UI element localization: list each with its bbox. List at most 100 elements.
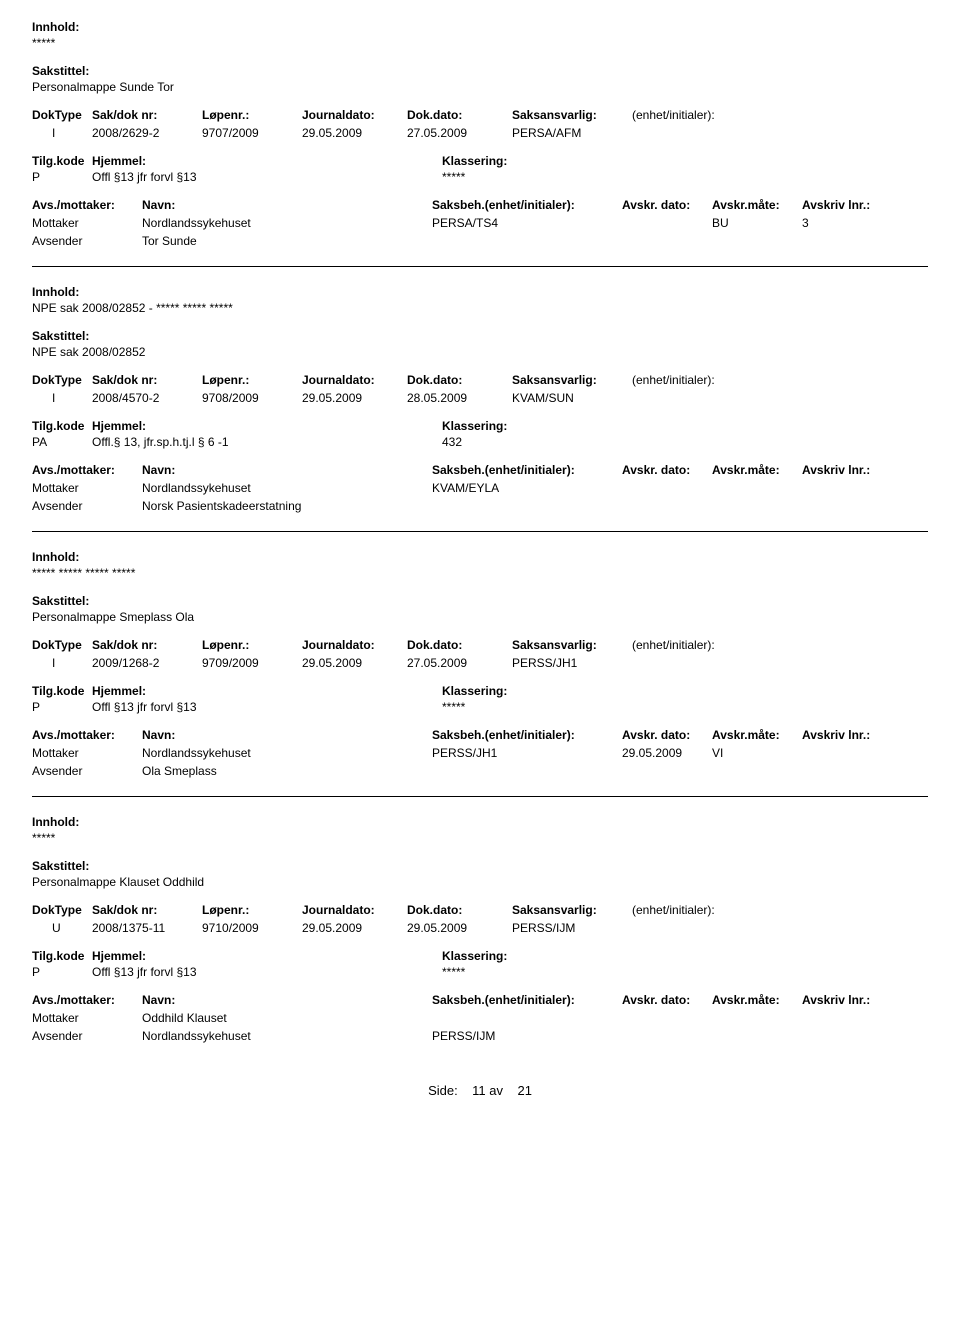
avs-header-row: Avs./mottaker: Navn: Saksbeh.(enhet/init… bbox=[32, 463, 928, 477]
avskrmate-label: Avskr.måte: bbox=[712, 728, 802, 742]
party-saksbeh bbox=[432, 764, 622, 778]
journal-record: Innhold:***** ***** ***** *****Sakstitte… bbox=[32, 531, 928, 778]
doktype-value: I bbox=[32, 126, 92, 140]
av-label: av bbox=[489, 1083, 503, 1098]
journaldato-label: Journaldato: bbox=[302, 373, 407, 387]
lopenr-label: Løpenr.: bbox=[202, 903, 302, 917]
sakdok-value: 2009/1268-2 bbox=[92, 656, 202, 670]
party-saksbeh bbox=[432, 234, 622, 248]
party-avskrmate bbox=[712, 1011, 802, 1025]
journaldato-label: Journaldato: bbox=[302, 638, 407, 652]
sakstittel-value: Personalmappe Smeplass Ola bbox=[32, 610, 928, 624]
party-role: Avsender bbox=[32, 1029, 142, 1043]
doc-header-row: DokType Sak/dok nr: Løpenr.: Journaldato… bbox=[32, 638, 928, 654]
page-footer: Side: 11 av 21 bbox=[32, 1083, 928, 1098]
party-role: Mottaker bbox=[32, 1011, 142, 1025]
doc-header-row: DokType Sak/dok nr: Løpenr.: Journaldato… bbox=[32, 108, 928, 124]
innhold-value: NPE sak 2008/02852 - ***** ***** ***** bbox=[32, 301, 928, 315]
party-role: Avsender bbox=[32, 499, 142, 513]
innhold-value: ***** ***** ***** ***** bbox=[32, 566, 928, 580]
party-avskrivlnr: 3 bbox=[802, 216, 809, 230]
doc-header-row: DokType Sak/dok nr: Løpenr.: Journaldato… bbox=[32, 373, 928, 389]
records-container: Innhold: ***** Sakstittel: Personalmappe Su… bbox=[32, 20, 928, 1043]
navn-label: Navn: bbox=[142, 728, 432, 742]
party-row: Mottaker Nordlandssykehuset PERSS/JH1 29… bbox=[32, 746, 928, 760]
hjemmel-label: Hjemmel: bbox=[92, 949, 442, 963]
party-row: Mottaker Nordlandssykehuset PERSA/TS4 BU… bbox=[32, 216, 928, 230]
avsmottaker-label: Avs./mottaker: bbox=[32, 728, 142, 742]
party-name: Nordlandssykehuset bbox=[142, 746, 432, 760]
saksbeh-label: Saksbeh.(enhet/initialer): bbox=[432, 993, 622, 1007]
dokdato-label: Dok.dato: bbox=[407, 373, 512, 387]
lopenr-value: 9707/2009 bbox=[202, 126, 302, 140]
dokdato-label: Dok.dato: bbox=[407, 108, 512, 122]
party-saksbeh: KVAM/EYLA bbox=[432, 481, 622, 495]
lopenr-label: Løpenr.: bbox=[202, 108, 302, 122]
dokdato-value: 29.05.2009 bbox=[407, 921, 512, 935]
party-name: Norsk Pasientskadeerstatning bbox=[142, 499, 432, 513]
klassering-value: ***** bbox=[442, 965, 465, 979]
sakstittel-label: Sakstittel: bbox=[32, 64, 928, 78]
hjemmel-value: Offl §13 jfr forvl §13 bbox=[92, 965, 442, 979]
avskrdato-label: Avskr. dato: bbox=[622, 463, 712, 477]
sakdok-label: Sak/dok nr: bbox=[92, 373, 202, 387]
avskrmate-label: Avskr.måte: bbox=[712, 463, 802, 477]
sakstittel-value: Personalmappe Sunde Tor bbox=[32, 80, 928, 94]
party-avskrmate: BU bbox=[712, 216, 802, 230]
party-saksbeh bbox=[432, 1011, 622, 1025]
doktype-label: DokType bbox=[32, 108, 92, 122]
party-row: Mottaker Nordlandssykehuset KVAM/EYLA bbox=[32, 481, 928, 495]
sakstittel-label: Sakstittel: bbox=[32, 859, 928, 873]
doktype-value: I bbox=[32, 656, 92, 670]
lopenr-value: 9708/2009 bbox=[202, 391, 302, 405]
party-avskrmate: VI bbox=[712, 746, 802, 760]
avs-header-row: Avs./mottaker: Navn: Saksbeh.(enhet/init… bbox=[32, 198, 928, 212]
sakstittel-value: NPE sak 2008/02852 bbox=[32, 345, 928, 359]
journaldato-value: 29.05.2009 bbox=[302, 656, 407, 670]
klassering-label: Klassering: bbox=[442, 419, 507, 433]
party-role: Avsender bbox=[32, 234, 142, 248]
sakdok-value: 2008/1375-11 bbox=[92, 921, 202, 935]
tilgcode-value: PA bbox=[32, 435, 92, 449]
party-name: Ola Smeplass bbox=[142, 764, 432, 778]
party-role: Mottaker bbox=[32, 216, 142, 230]
sakstittel-label: Sakstittel: bbox=[32, 329, 928, 343]
avskrdato-label: Avskr. dato: bbox=[622, 198, 712, 212]
avskrivlnr-label: Avskriv lnr.: bbox=[802, 993, 870, 1007]
avs-header-row: Avs./mottaker: Navn: Saksbeh.(enhet/init… bbox=[32, 728, 928, 742]
enhet-label: (enhet/initialer): bbox=[632, 903, 782, 919]
saksansvarlig-value: PERSS/IJM bbox=[512, 921, 632, 935]
tilgkode-label: Tilg.kode bbox=[32, 419, 92, 433]
party-avskrdato bbox=[622, 499, 712, 513]
saksbeh-label: Saksbeh.(enhet/initialer): bbox=[432, 198, 622, 212]
avskrivlnr-label: Avskriv lnr.: bbox=[802, 198, 870, 212]
saksansvarlig-label: Saksansvarlig: bbox=[512, 638, 632, 652]
party-row: Avsender Ola Smeplass bbox=[32, 764, 928, 778]
hjemmel-label: Hjemmel: bbox=[92, 419, 442, 433]
avsmottaker-label: Avs./mottaker: bbox=[32, 463, 142, 477]
hjemmel-value: Offl §13 jfr forvl §13 bbox=[92, 700, 442, 714]
party-avskrmate bbox=[712, 1029, 802, 1043]
side-label: Side: bbox=[428, 1083, 458, 1098]
journal-record: Innhold:*****Sakstittel:Personalmappe Kl… bbox=[32, 796, 928, 1043]
party-saksbeh: PERSA/TS4 bbox=[432, 216, 622, 230]
klassering-label: Klassering: bbox=[442, 684, 507, 698]
tilg-values-row: P Offl §13 jfr forvl §13 ***** bbox=[32, 700, 928, 714]
party-avskrmate bbox=[712, 234, 802, 248]
sakdok-label: Sak/dok nr: bbox=[92, 638, 202, 652]
dokdato-label: Dok.dato: bbox=[407, 638, 512, 652]
journal-record: Innhold:*****Sakstittel:Personalmappe Su… bbox=[32, 20, 928, 248]
avs-header-row: Avs./mottaker: Navn: Saksbeh.(enhet/init… bbox=[32, 993, 928, 1007]
innhold-label: Innhold: bbox=[32, 550, 928, 564]
party-name: Nordlandssykehuset bbox=[142, 481, 432, 495]
klassering-label: Klassering: bbox=[442, 949, 507, 963]
doc-header-row: DokType Sak/dok nr: Løpenr.: Journaldato… bbox=[32, 903, 928, 919]
saksbeh-label: Saksbeh.(enhet/initialer): bbox=[432, 463, 622, 477]
saksansvarlig-value: PERSS/JH1 bbox=[512, 656, 632, 670]
party-name: Nordlandssykehuset bbox=[142, 216, 432, 230]
avskrmate-label: Avskr.måte: bbox=[712, 198, 802, 212]
navn-label: Navn: bbox=[142, 463, 432, 477]
avskrdato-label: Avskr. dato: bbox=[622, 993, 712, 1007]
tilgkode-label: Tilg.kode bbox=[32, 684, 92, 698]
party-avskrmate bbox=[712, 499, 802, 513]
